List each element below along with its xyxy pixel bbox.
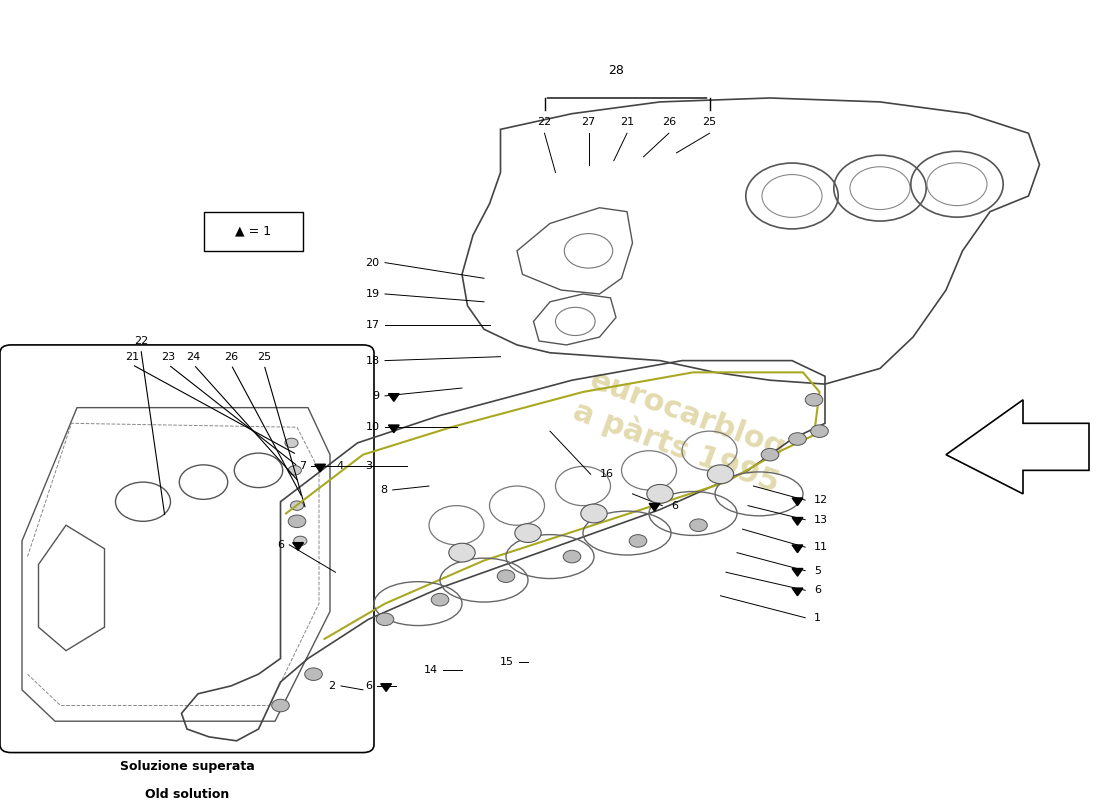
Circle shape (805, 394, 823, 406)
Text: 2: 2 (329, 681, 336, 691)
Text: 17: 17 (365, 320, 380, 330)
Polygon shape (388, 394, 399, 402)
Text: 15: 15 (499, 658, 514, 667)
Circle shape (305, 668, 322, 681)
Circle shape (707, 465, 734, 484)
Text: 6: 6 (814, 586, 821, 595)
Text: 12: 12 (814, 495, 828, 505)
Text: 6: 6 (671, 501, 678, 510)
Text: 19: 19 (365, 289, 380, 299)
Polygon shape (388, 425, 399, 433)
Text: 20: 20 (365, 258, 380, 268)
Circle shape (294, 536, 307, 546)
Text: 22: 22 (538, 117, 551, 126)
Text: 18: 18 (365, 356, 380, 366)
Text: 22: 22 (134, 336, 147, 346)
Circle shape (497, 570, 515, 582)
Polygon shape (649, 503, 660, 511)
Text: 28: 28 (608, 64, 624, 77)
Text: 10: 10 (365, 422, 380, 432)
Text: 26: 26 (224, 352, 238, 362)
Text: 1: 1 (814, 613, 821, 622)
Text: 6: 6 (277, 540, 284, 550)
Polygon shape (792, 545, 803, 553)
Text: Old solution: Old solution (145, 788, 229, 800)
Text: 23: 23 (162, 352, 175, 362)
Text: 8: 8 (381, 485, 387, 495)
Text: 13: 13 (814, 514, 828, 525)
Circle shape (288, 515, 306, 527)
Text: eurocarblog
a pàrts 1995: eurocarblog a pàrts 1995 (569, 364, 795, 498)
Circle shape (515, 524, 541, 542)
Text: 4: 4 (337, 462, 343, 471)
Text: ▲ = 1: ▲ = 1 (235, 225, 271, 238)
Polygon shape (381, 684, 392, 691)
Circle shape (272, 699, 289, 712)
Polygon shape (792, 518, 803, 526)
Circle shape (761, 449, 779, 461)
Text: 21: 21 (620, 117, 634, 126)
Circle shape (290, 501, 304, 510)
Text: 6: 6 (365, 681, 372, 691)
Text: 16: 16 (600, 470, 614, 479)
Polygon shape (315, 464, 326, 472)
Text: 14: 14 (424, 666, 438, 675)
Text: 3: 3 (365, 462, 372, 471)
Circle shape (285, 438, 298, 448)
Circle shape (789, 433, 806, 446)
Circle shape (647, 485, 673, 503)
Text: 5: 5 (814, 566, 821, 576)
Circle shape (629, 534, 647, 547)
Circle shape (581, 504, 607, 523)
FancyBboxPatch shape (0, 345, 374, 753)
Polygon shape (792, 588, 803, 596)
Circle shape (288, 466, 301, 475)
Circle shape (563, 550, 581, 563)
Circle shape (811, 425, 828, 438)
Polygon shape (792, 498, 803, 506)
Polygon shape (792, 569, 803, 576)
Circle shape (690, 519, 707, 531)
Circle shape (376, 613, 394, 626)
Text: 25: 25 (703, 117, 716, 126)
Text: 27: 27 (582, 117, 595, 126)
Text: 11: 11 (814, 542, 828, 552)
FancyBboxPatch shape (204, 212, 302, 251)
Polygon shape (293, 542, 304, 550)
Text: 24: 24 (187, 352, 200, 362)
Text: 21: 21 (125, 352, 139, 362)
Circle shape (449, 543, 475, 562)
Text: 7: 7 (299, 462, 306, 471)
Text: 9: 9 (373, 391, 380, 401)
Text: 26: 26 (662, 117, 675, 126)
Circle shape (431, 594, 449, 606)
Text: Soluzione superata: Soluzione superata (120, 761, 254, 774)
Text: 25: 25 (257, 352, 271, 362)
